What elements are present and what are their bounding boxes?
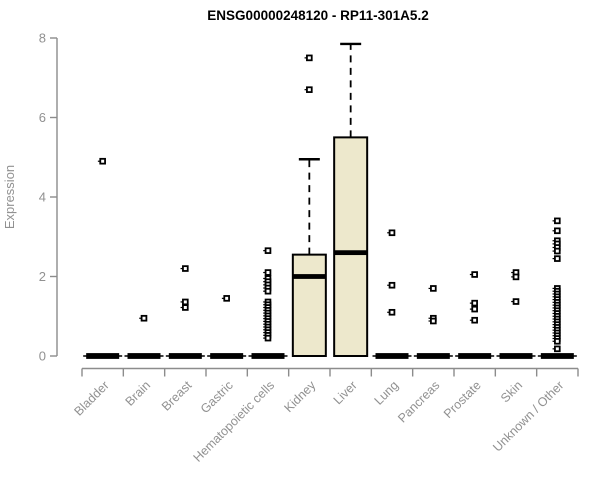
box-liver: [333, 136, 369, 357]
collapsed-box-bladder: [86, 353, 120, 359]
collapsed-box-lung: [375, 353, 409, 359]
y-tick-label: 2: [39, 269, 46, 284]
x-tick-label-unknown-other: Unknown / Other: [490, 378, 566, 454]
outlier-point-skin: [512, 273, 520, 281]
outlier-point-hematopoietic-cells: [264, 247, 272, 254]
median-line-liver: [334, 250, 368, 256]
outlier-point-kidney: [306, 54, 313, 62]
collapsed-box-brain: [127, 353, 161, 359]
x-tick-label-hematopoietic-cells: Hematopoietic cells: [191, 378, 278, 465]
outlier-point-unknown-other: [554, 337, 561, 345]
x-tick-label-pancreas: Pancreas: [395, 378, 442, 425]
outlier-point-breast: [182, 304, 189, 311]
outlier-point-lung: [388, 229, 396, 237]
collapsed-box-skin: [499, 353, 533, 359]
outlier-point-hematopoietic-cells: [264, 334, 272, 342]
outlier-point-hematopoietic-cells: [264, 269, 272, 276]
outlier-point-bladder: [99, 157, 106, 165]
outlier-point-prostate: [471, 299, 478, 307]
x-tick-label-kidney: Kidney: [282, 378, 319, 415]
y-tick-label: 6: [39, 110, 46, 125]
collapsed-box-hematopoietic-cells: [251, 353, 285, 359]
outlier-point-unknown-other: [554, 345, 561, 353]
outlier-point-unknown-other: [554, 255, 561, 262]
outlier-point-unknown-other: [554, 227, 561, 235]
outlier-point-gastric: [223, 295, 230, 302]
x-tick-label-gastric: Gastric: [198, 378, 236, 416]
outlier-point-prostate: [471, 316, 478, 324]
x-tick-label-brain: Brain: [123, 378, 154, 409]
x-tick-label-breast: Breast: [159, 378, 195, 414]
outlier-point-pancreas: [430, 285, 437, 292]
collapsed-box-gastric: [210, 353, 244, 359]
outlier-point-brain: [140, 314, 148, 322]
outlier-point-hematopoietic-cells: [264, 287, 272, 295]
outlier-point-unknown-other: [554, 217, 561, 225]
x-tick-label-prostate: Prostate: [441, 378, 484, 421]
x-tick-label-liver: Liver: [331, 378, 360, 407]
outlier-point-lung: [388, 308, 396, 316]
collapsed-box-unknown-other: [540, 353, 574, 359]
outlier-point-unknown-other: [554, 247, 561, 255]
y-tick-label: 0: [39, 349, 46, 364]
box-kidney: [291, 253, 327, 357]
x-tick-label-lung: Lung: [372, 378, 402, 408]
collapsed-box-breast: [168, 353, 202, 359]
outlier-point-breast: [182, 298, 189, 306]
y-axis-title: Expression: [2, 165, 17, 229]
collapsed-box-pancreas: [416, 353, 450, 359]
y-tick-label: 4: [39, 190, 46, 205]
outlier-point-breast: [182, 265, 189, 272]
outlier-point-lung: [388, 281, 396, 289]
x-tick-label-skin: Skin: [498, 378, 525, 405]
outlier-point-prostate: [471, 271, 478, 278]
outlier-point-pancreas: [430, 317, 437, 325]
outlier-point-kidney: [306, 86, 313, 93]
median-line-kidney: [292, 274, 326, 279]
outlier-point-skin: [512, 298, 520, 305]
collapsed-box-prostate: [458, 353, 492, 359]
x-tick-label-bladder: Bladder: [71, 378, 111, 418]
y-tick-label: 8: [39, 31, 46, 46]
chart-title: ENSG00000248120 - RP11-301A5.2: [207, 8, 428, 23]
outlier-point-prostate: [471, 305, 478, 313]
